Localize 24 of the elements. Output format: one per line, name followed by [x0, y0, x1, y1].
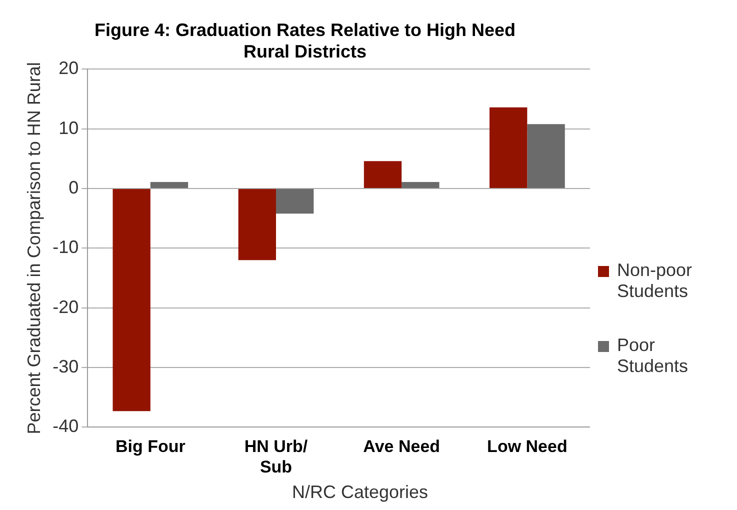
x-tick-label: Big Four: [115, 437, 186, 456]
y-tick-label: -20: [52, 296, 79, 317]
bar: [364, 161, 402, 188]
y-tick-label: 20: [58, 58, 79, 78]
bar: [527, 124, 565, 188]
y-tick-label: -30: [52, 356, 79, 376]
bar: [490, 107, 528, 188]
y-tick-label: 10: [58, 118, 79, 138]
bar: [238, 189, 276, 260]
y-tick-label: -10: [52, 237, 79, 258]
x-tick-label: Ave Need: [363, 437, 440, 456]
x-axis-title: N/RC Categories: [290, 482, 430, 503]
legend-label: Non-poor Students: [617, 260, 694, 302]
x-tick-label: HN Urb/ Sub: [244, 437, 308, 476]
legend-label: Poor Students: [617, 335, 690, 377]
bar: [276, 189, 314, 214]
x-tick-label: Low Need: [487, 437, 568, 456]
y-tick-label: -40: [52, 416, 79, 436]
y-axis-title: Percent Graduated in Comparison to HN Rural: [24, 62, 44, 434]
bar: [150, 182, 188, 188]
bar: [402, 182, 440, 188]
bar: [112, 189, 150, 412]
chart-title: Figure 4: Graduation Rates Relative to High Need Rural Districts: [94, 20, 516, 62]
y-tick-label: 0: [68, 178, 79, 198]
